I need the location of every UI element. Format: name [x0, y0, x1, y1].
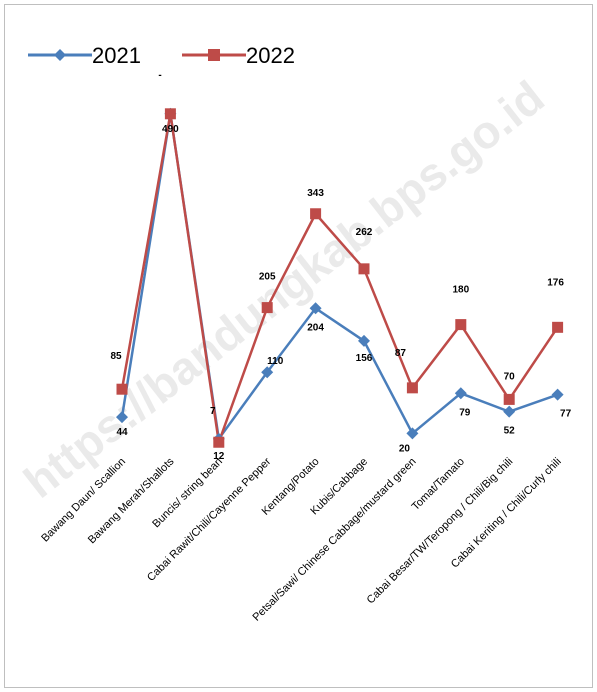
data-label-2021-2: 12 [213, 451, 225, 462]
data-point-2021-8 [503, 405, 516, 418]
data-label-2022-8: 70 [504, 371, 516, 382]
data-label-2021-0: 44 [116, 427, 128, 438]
data-point-2022-4 [310, 208, 322, 220]
data-point-2022-6 [406, 382, 418, 394]
category-label-6: Petsal/Sawi/ Chinese Cabbage/mustard gre… [250, 456, 418, 624]
data-point-2022-9 [552, 321, 564, 333]
data-label-2022-2: 7 [210, 406, 216, 417]
data-label-2022-5: 262 [356, 227, 373, 238]
data-label-2021-9: 77 [560, 409, 572, 420]
data-point-2021-5 [358, 334, 370, 347]
data-label-2022-0: 85 [110, 351, 122, 362]
data-point-2021-6 [406, 427, 419, 440]
legend-marker-2021 [54, 49, 66, 61]
data-label-2021-7: 79 [459, 407, 471, 418]
plot-area: 44 12 110 204 156 20 79 52 77 85 490 7 205 343 262 87 18… [110, 107, 572, 462]
data-point-2021-7 [454, 387, 467, 400]
data-point-2022-1 [164, 108, 176, 120]
data-label-2022-3: 205 [259, 272, 276, 283]
data-label-2021-4: 204 [307, 322, 324, 333]
data-label-2021-3: 110 [267, 356, 284, 367]
data-point-2021-4 [309, 302, 322, 315]
data-label-2021-8: 52 [504, 426, 516, 437]
data-point-2022-0 [116, 383, 128, 395]
data-label-2022-6: 87 [395, 348, 407, 359]
data-label-2022-9: 176 [547, 277, 564, 288]
stray-annotation: - [158, 70, 161, 81]
data-label-2021-5: 156 [356, 353, 373, 364]
watermark-text: https://bandungkab.bps.go.id [14, 70, 553, 507]
legend: 2021 2022 [28, 43, 295, 68]
data-point-2022-2 [213, 436, 225, 448]
data-label-2021-6: 20 [399, 443, 411, 454]
data-label-2022-7: 180 [452, 285, 469, 296]
legend-label-2021: 2021 [92, 43, 141, 68]
data-point-2022-8 [503, 393, 515, 405]
series-line-2022 [120, 113, 559, 443]
data-point-2022-7 [455, 319, 467, 331]
legend-label-2022: 2022 [246, 43, 295, 68]
data-point-2021-3 [261, 366, 274, 379]
category-label-1: Bawang Merah/Shallots [86, 455, 177, 546]
data-point-2022-5 [358, 263, 370, 275]
legend-marker-2022 [208, 49, 220, 61]
data-point-2021-0 [116, 411, 128, 424]
data-point-2021-9 [551, 388, 564, 401]
data-point-2022-3 [261, 302, 273, 314]
data-label-2022-1: 490 [162, 124, 179, 135]
watermark: https://bandungkab.bps.go.id [14, 70, 553, 507]
chart-frame [4, 4, 593, 688]
data-label-2022-4: 343 [307, 188, 324, 199]
